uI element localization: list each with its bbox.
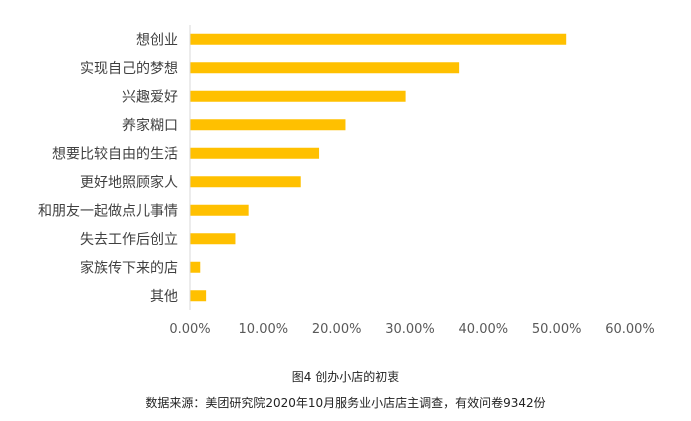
category-labels: 想创业实现自己的梦想兴趣爱好养家糊口想要比较自由的生活更好地照顾家人和朋友一起做… — [38, 32, 178, 305]
category-label: 失去工作后创立 — [80, 232, 178, 248]
category-label: 兴趣爱好 — [122, 89, 178, 105]
x-tick-label: 50.00% — [532, 322, 582, 337]
category-label: 实现自己的梦想 — [80, 61, 178, 77]
bar — [190, 147, 320, 159]
x-tick-label: 30.00% — [385, 322, 435, 337]
bar — [190, 290, 207, 302]
category-label: 更好地照顾家人 — [80, 174, 178, 191]
x-tick-label: 20.00% — [312, 322, 362, 337]
category-label: 和朋友一起做点儿事情 — [38, 203, 178, 219]
x-tick-label: 0.00% — [169, 322, 210, 337]
category-label: 想创业 — [136, 32, 178, 48]
category-label: 养家糊口 — [122, 117, 178, 134]
category-label: 其他 — [150, 289, 178, 305]
x-tick-label: 60.00% — [605, 322, 655, 337]
bar — [190, 204, 249, 216]
bar — [190, 90, 406, 102]
bar — [190, 261, 201, 273]
bar — [190, 119, 346, 131]
x-tick-label: 10.00% — [239, 322, 289, 337]
chart-source: 数据来源：美团研究院2020年10月服务业小店店主调查，有效问卷9342份 — [145, 396, 546, 410]
bar — [190, 176, 301, 188]
chart-title: 图4 创办小店的初衷 — [291, 370, 400, 384]
bar-chart: 想创业实现自己的梦想兴趣爱好养家糊口想要比较自由的生活更好地照顾家人和朋友一起做… — [38, 25, 655, 337]
bar — [190, 62, 460, 74]
bars-layer — [190, 33, 567, 302]
category-label: 想要比较自由的生活 — [52, 146, 178, 162]
bar — [190, 33, 567, 45]
x-tick-labels: 0.00% 10.00% 20.00% 30.00% 40.00% 50.00% 60.00… — [169, 322, 654, 337]
x-tick-label: 40.00% — [459, 322, 509, 337]
category-label: 家族传下来的店 — [80, 259, 178, 276]
bar — [190, 233, 236, 245]
